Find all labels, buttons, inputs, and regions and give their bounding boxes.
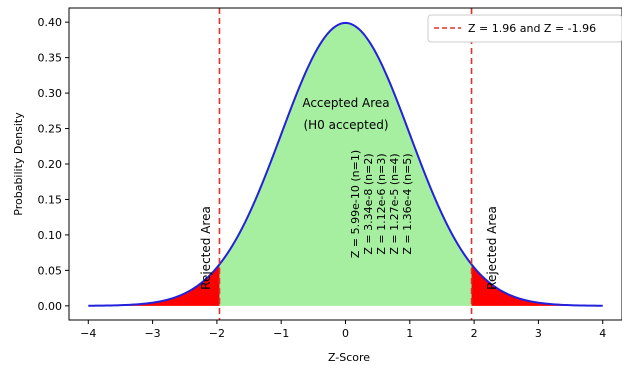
fill-layer — [88, 22, 603, 306]
density-curve — [88, 21, 603, 307]
z-value-label: Z = 5.99e-10 (n=1) — [349, 150, 362, 258]
z-value-annotations: Z = 5.99e-10 (n=1) Z = 3.34e-8 (n=2) Z = 1… — [349, 150, 414, 258]
y-tick-label: 0.35 — [38, 52, 63, 65]
legend-box — [427, 14, 622, 43]
x-tick-label: 0 — [342, 327, 349, 340]
x-axis-label: Z-Score — [328, 351, 370, 364]
z-value-label: Z = 3.34e-8 (n=2) — [362, 153, 375, 254]
x-tick-label: 2 — [471, 327, 478, 340]
z-value-label: Z = 1.36e-4 (n=5) — [401, 153, 414, 254]
accepted-area-label: Accepted Area — [302, 96, 389, 110]
x-tick-label: 1 — [406, 327, 413, 340]
x-tick-label: −4 — [80, 327, 96, 340]
x-tick-label: 4 — [599, 327, 606, 340]
x-tick-label: 3 — [535, 327, 542, 340]
x-tick-label: −2 — [209, 327, 225, 340]
y-tick-label: 0.25 — [38, 123, 63, 136]
y-tick-label: 0.00 — [38, 300, 63, 313]
y-tick-label: 0.30 — [38, 87, 63, 100]
rejected-area-right-label: Rejected Area — [485, 206, 499, 290]
y-tick-label: 0.05 — [38, 264, 63, 277]
rejected-region-1 — [88, 264, 220, 306]
rejected-area-left-label: Rejected Area — [199, 206, 213, 290]
y-axis-label: Probability Density — [12, 112, 25, 216]
rejected-region-2 — [471, 264, 603, 306]
ticks-layer: −4 −3 −2 −1 0 1 2 3 4 0.00 0.05 0.10 0.15 0.20 0.25 0.3… — [38, 16, 607, 340]
y-tick-label: 0.40 — [38, 16, 63, 29]
z-value-label: Z = 1.27e-5 (n=4) — [388, 153, 401, 254]
legend: Z = 1.96 and Z = -1.96 — [427, 14, 622, 43]
y-tick-label: 0.10 — [38, 229, 63, 242]
accepted-region — [219, 22, 472, 306]
y-tick-label: 0.15 — [38, 193, 63, 206]
accepted-area-sublabel: (H0 accepted) — [303, 118, 388, 132]
legend-label: Z = 1.96 and Z = -1.96 — [468, 22, 596, 35]
x-tick-label: −1 — [273, 327, 289, 340]
lines-layer — [88, 8, 603, 320]
y-tick-label: 0.20 — [38, 158, 63, 171]
z-value-label: Z = 1.12e-6 (n=3) — [375, 153, 388, 254]
x-tick-label: −3 — [144, 327, 160, 340]
